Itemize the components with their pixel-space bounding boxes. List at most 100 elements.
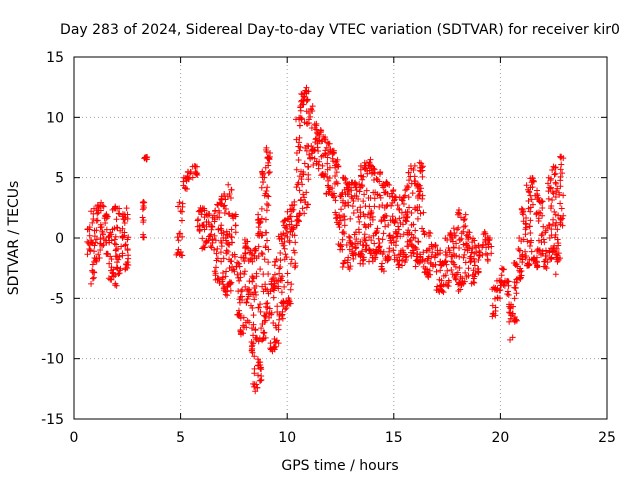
data-point	[264, 237, 271, 244]
data-point	[301, 90, 308, 97]
data-point	[264, 184, 271, 191]
data-point	[272, 338, 279, 345]
data-point	[336, 224, 343, 231]
data-point	[318, 153, 325, 160]
data-point	[410, 221, 417, 228]
y-tick-label: -10	[41, 352, 64, 368]
data-point	[470, 275, 477, 282]
data-point	[212, 264, 219, 271]
data-point	[288, 281, 295, 288]
data-point	[340, 175, 347, 182]
data-point	[482, 250, 489, 257]
data-point	[118, 243, 125, 250]
data-point	[189, 174, 196, 181]
data-point	[505, 282, 512, 289]
data-point	[357, 166, 364, 173]
data-point	[263, 309, 270, 316]
data-point	[225, 181, 232, 188]
data-point	[363, 187, 370, 194]
data-point	[280, 242, 287, 249]
data-point	[553, 180, 560, 187]
data-point	[84, 251, 91, 258]
data-point	[266, 168, 273, 175]
data-point	[386, 248, 393, 255]
data-point	[489, 302, 496, 309]
data-point	[97, 235, 104, 242]
data-point	[425, 255, 432, 262]
data-point	[238, 293, 245, 300]
data-point	[456, 253, 463, 260]
data-point	[552, 170, 559, 177]
data-point	[466, 229, 473, 236]
data-point	[528, 237, 535, 244]
data-point	[329, 185, 336, 192]
data-point	[397, 233, 404, 240]
data-point	[278, 312, 285, 319]
data-point	[516, 247, 523, 254]
data-point	[472, 270, 479, 277]
data-point	[504, 288, 511, 295]
data-point	[424, 273, 431, 280]
data-point	[207, 243, 214, 250]
data-point	[339, 199, 346, 206]
data-point	[355, 226, 362, 233]
data-point	[220, 281, 227, 288]
data-point	[341, 222, 348, 229]
data-point	[356, 188, 363, 195]
data-point	[471, 242, 478, 249]
data-point	[332, 173, 339, 180]
data-point	[555, 242, 562, 249]
data-point	[525, 188, 532, 195]
data-point	[263, 229, 270, 236]
data-point	[304, 96, 311, 103]
data-point	[538, 232, 545, 239]
data-point	[295, 156, 302, 163]
data-point	[552, 179, 559, 186]
data-point	[251, 296, 258, 303]
data-point	[339, 263, 346, 270]
data-point	[113, 216, 120, 223]
data-point	[251, 365, 258, 372]
data-point	[139, 199, 146, 206]
data-point	[259, 283, 266, 290]
data-point	[213, 257, 220, 264]
data-point	[279, 235, 286, 242]
data-point	[139, 214, 146, 221]
data-point	[558, 205, 565, 212]
data-point	[453, 240, 460, 247]
data-point	[523, 215, 530, 221]
data-point	[243, 299, 250, 306]
data-point	[420, 209, 427, 216]
data-point	[535, 237, 542, 244]
y-axis-label: SDTVAR / TECUs	[6, 181, 22, 296]
data-point	[97, 221, 104, 228]
data-point	[446, 247, 453, 254]
data-point	[389, 213, 396, 220]
data-point	[265, 170, 272, 177]
data-point	[297, 122, 304, 129]
data-point	[179, 203, 186, 210]
data-point	[396, 215, 403, 222]
data-point	[533, 264, 540, 271]
data-point	[234, 271, 241, 278]
data-point	[257, 377, 264, 384]
data-point	[107, 229, 114, 236]
data-point	[437, 267, 444, 274]
data-point	[462, 223, 469, 230]
data-point	[416, 192, 423, 199]
data-point	[542, 227, 549, 234]
data-point	[550, 244, 557, 251]
data-point	[266, 305, 273, 312]
data-point	[305, 201, 312, 208]
data-point	[455, 281, 462, 288]
data-point	[257, 266, 264, 273]
data-point	[211, 232, 218, 239]
data-point	[93, 227, 100, 234]
data-point	[250, 332, 257, 339]
data-point	[307, 113, 314, 120]
data-point	[262, 216, 269, 223]
data-point	[281, 245, 288, 252]
data-point	[205, 212, 212, 219]
data-point	[430, 243, 437, 250]
